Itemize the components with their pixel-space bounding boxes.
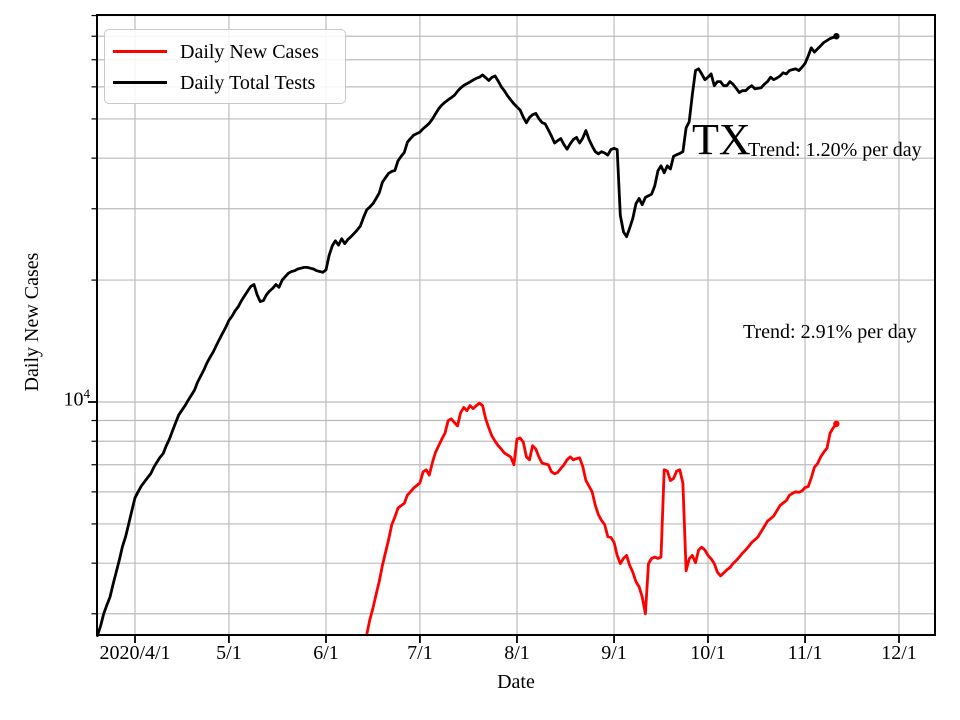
plot-border	[96, 14, 936, 636]
x-tick-label: 8/1	[504, 642, 530, 664]
y-tick-exponent: 4	[83, 386, 91, 401]
x-tick-label: 9/1	[601, 642, 627, 664]
black-line-swatch	[113, 81, 167, 84]
tests-trend-annotation: Trend: 1.20% per day	[748, 139, 922, 161]
x-tick-label: 11/1	[787, 642, 823, 664]
legend-label: Daily New Cases	[180, 40, 319, 63]
daily-new-cases-end-marker	[833, 420, 840, 428]
legend-item-daily-total-tests: Daily Total Tests	[113, 70, 335, 95]
x-tick-label: 12/1	[881, 642, 917, 664]
legend: Daily New Cases Daily Total Tests	[104, 29, 346, 104]
daily-total-tests-end-marker	[833, 33, 840, 40]
daily-new-cases-line	[365, 401, 838, 637]
daily-total-tests-line	[96, 34, 838, 637]
y-tick-base: 10	[63, 388, 84, 411]
legend-label: Daily Total Tests	[180, 71, 316, 94]
x-tick-label: 2020/4/1	[99, 642, 171, 664]
x-tick-label: 6/1	[313, 642, 339, 664]
y-axis-label: Daily New Cases	[21, 252, 43, 392]
cases-trend-annotation: Trend: 2.91% per day	[743, 321, 917, 343]
x-tick-label: 5/1	[216, 642, 242, 664]
x-tick-label: 7/1	[407, 642, 433, 664]
y-tick-label: 104	[38, 386, 91, 412]
x-axis-label: Date	[497, 671, 535, 693]
red-line-swatch	[113, 50, 167, 53]
state-annotation: TX	[692, 115, 751, 164]
x-tick-label: 10/1	[690, 642, 726, 664]
legend-item-daily-new-cases: Daily New Cases	[113, 39, 335, 64]
